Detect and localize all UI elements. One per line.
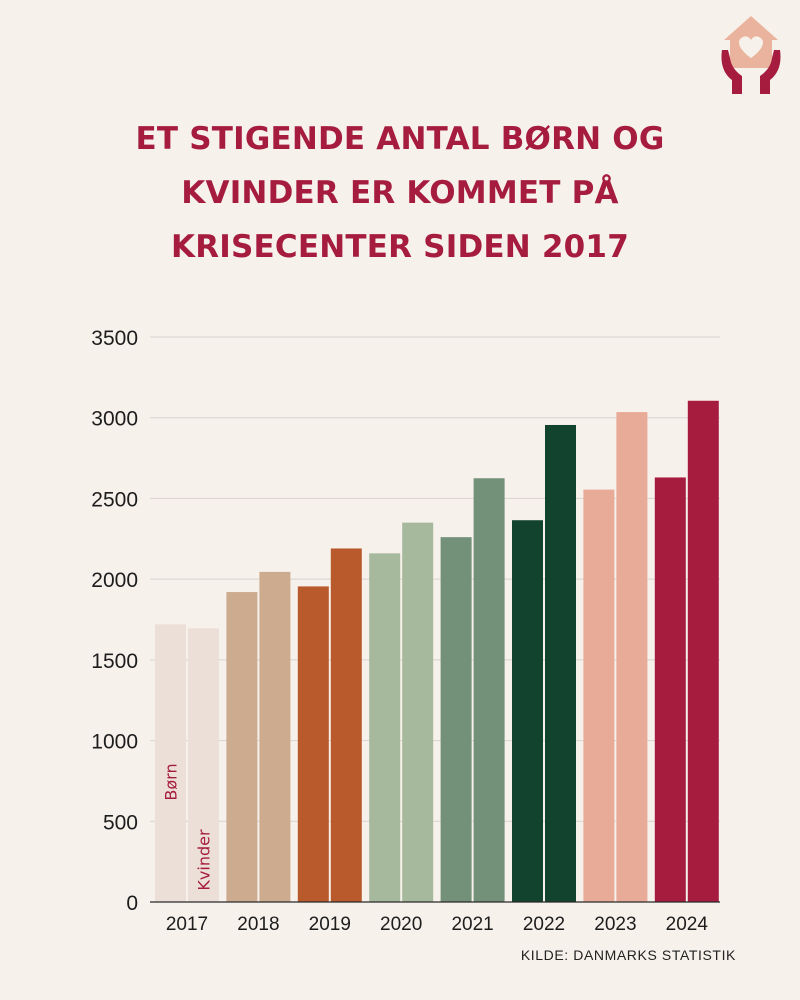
source-note: KILDE: DANMARKS STATISTIK [520,947,736,963]
left-hand-shape [721,50,742,94]
series-label-born: Børn [162,763,181,800]
title-line-2: KVINDER ER KOMMET PÅ [181,175,619,211]
title-line-3: KRISECENTER SIDEN 2017 [171,229,629,265]
bar-2017-kvinder [188,628,219,902]
bar-2019-kvinder [330,548,362,902]
x-tick-label: 2017 [166,914,208,935]
x-tick-label: 2021 [451,914,493,935]
bar-2021-kvinder [473,478,505,902]
bar-2018-born [226,592,258,902]
bar-2023-kvinder [616,412,648,902]
y-tick-label: 0 [126,892,138,915]
y-tick-label: 1000 [91,731,138,754]
series-label-kvinder: Kvinder [195,829,214,891]
y-tick-label: 2500 [91,488,138,511]
y-tick-label: 3000 [91,408,138,431]
x-tick-label: 2018 [237,914,279,935]
house-heart-hands-icon [721,16,781,94]
bar-2024-kvinder [687,400,719,902]
bar-2020-kvinder [402,522,434,902]
bar-2019-born [297,586,329,902]
bar-2021-born [440,537,472,902]
y-tick-label: 500 [103,811,138,834]
title-line-1: ET STIGENDE ANTAL BØRN OG [135,121,665,157]
y-tick-label: 1500 [91,650,138,673]
y-tick-label: 3500 [91,327,138,350]
bar-2022-born [512,520,543,902]
bar-2023-born [583,489,615,902]
bar-2022-kvinder [545,424,576,902]
x-tick-label: 2022 [523,914,565,935]
x-tick-label: 2023 [594,914,636,935]
heart-shape [739,36,763,58]
bar-2017-born [155,624,186,902]
right-hand-shape [760,50,781,94]
y-tick-label: 2000 [91,569,138,592]
x-tick-label: 2020 [380,914,422,935]
bar-2024-born [654,477,686,902]
bar-2018-kvinder [259,571,291,902]
x-tick-label: 2024 [666,914,709,935]
x-tick-label: 2019 [309,914,351,935]
chart-title: ET STIGENDE ANTAL BØRN OG KVINDER ER KOM… [40,112,760,274]
bar-2020-born [369,553,401,902]
